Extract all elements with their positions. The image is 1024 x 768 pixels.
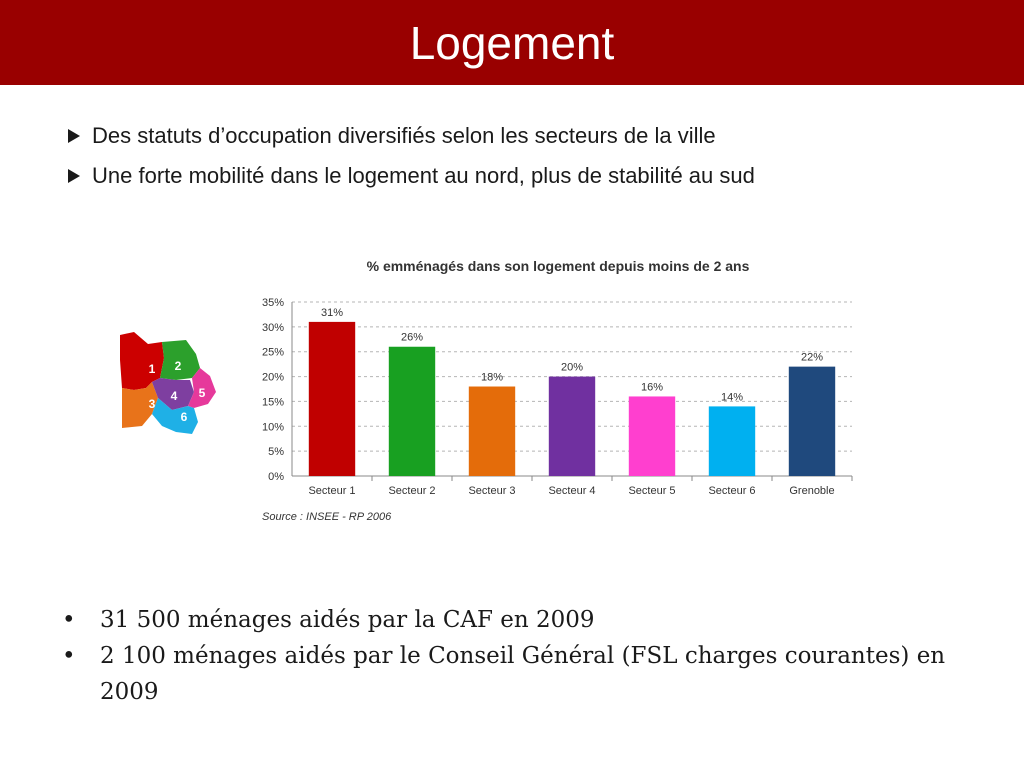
y-tick-label: 5% [268,446,284,458]
top-bullet-list: Des statuts d’occupation diversifiés sel… [68,116,755,196]
bullet-dot-icon: • [62,643,76,669]
x-tick-label: Secteur 6 [708,485,755,497]
sector-6-region [152,398,198,434]
data-label: 14% [721,391,743,403]
x-tick-label: Secteur 1 [308,485,355,497]
data-label: 31% [321,307,343,319]
top-bullet-text: Une forte mobilité dans le logement au n… [92,163,755,188]
data-label: 22% [801,352,823,364]
bottom-bullet-list: • 31 500 ménages aidés par la CAF en 200… [62,602,982,710]
data-label: 26% [401,332,423,344]
top-bullet-item: Une forte mobilité dans le logement au n… [68,156,755,196]
y-tick-label: 35% [262,297,284,309]
map-label-3: 3 [149,397,156,411]
bar [468,386,516,476]
map-label-5: 5 [199,386,206,400]
top-bullet-text: Des statuts d’occupation diversifiés sel… [92,123,716,148]
map-label-1: 1 [149,362,156,376]
y-tick-label: 15% [262,396,284,408]
triangle-bullet-icon [68,169,80,183]
bar [708,406,756,476]
map-label-2: 2 [175,359,182,373]
data-label: 20% [561,362,583,374]
bullet-dot-icon: • [62,607,76,633]
bar-chart: 0% 5% 10% 15% 20% 25% 30% 35% 31% Secteur 1 26% Sec… [262,297,853,497]
sector-3-region [122,382,158,428]
y-tick-label: 20% [262,372,284,384]
sector-2-region [160,340,200,380]
data-label: 16% [641,381,663,393]
sector-5-region [188,368,216,408]
x-tick-label: Secteur 4 [548,485,595,497]
x-tick-label: Secteur 3 [468,485,515,497]
bar [788,366,836,476]
sector-1-region [120,332,164,390]
sector-4-region [152,378,194,410]
x-tick-label: Secteur 5 [628,485,675,497]
map-label-6: 6 [181,410,188,424]
x-tick-label: Secteur 2 [388,485,435,497]
sector-map-icon: 1 2 3 4 5 6 [120,332,216,434]
triangle-bullet-icon [68,129,80,143]
bottom-bullet-text: 31 500 ménages aidés par la CAF en 2009 [100,607,595,633]
title-bar: Logement [0,0,1024,85]
chart-title: % emménagés dans son logement depuis moi… [366,258,750,274]
y-tick-label: 0% [268,471,284,483]
x-tick-label: Grenoble [789,485,834,497]
bottom-bullet-item: • 31 500 ménages aidés par la CAF en 200… [62,602,982,638]
bottom-bullet-text: 2 100 ménages aidés par le Conseil Génér… [100,643,946,705]
bar [308,321,356,476]
y-tick-label: 10% [262,421,284,433]
data-label: 18% [481,372,503,384]
bar [628,396,676,476]
bar [548,376,596,476]
bottom-bullet-item: • 2 100 ménages aidés par le Conseil Gén… [62,638,982,710]
map-label-4: 4 [171,389,178,403]
y-tick-label: 25% [262,347,284,359]
top-bullet-item: Des statuts d’occupation diversifiés sel… [68,116,755,156]
y-tick-label: 30% [262,322,284,334]
slide-title: Logement [409,16,615,69]
chart-source: Source : INSEE - RP 2006 [262,511,392,523]
bar [388,346,436,476]
